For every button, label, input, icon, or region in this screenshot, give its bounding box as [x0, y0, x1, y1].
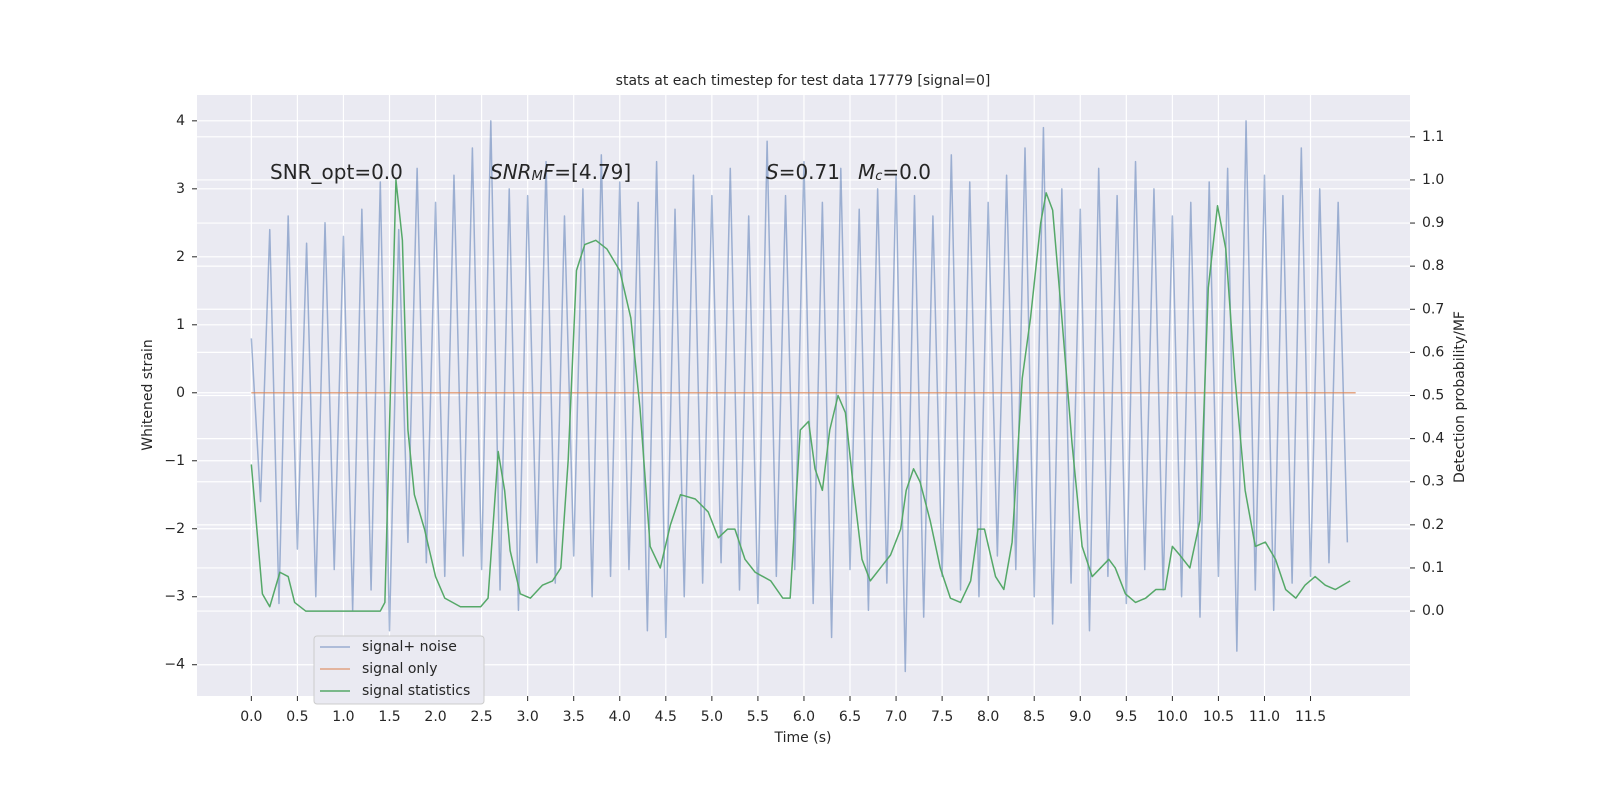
- annotation-part: M: [858, 160, 875, 184]
- x-tick-label: 1.5: [378, 709, 400, 725]
- y2-tick-label: 1.0: [1422, 172, 1444, 188]
- annotation-part: c: [875, 169, 882, 184]
- chart-title: stats at each timestep for test data 177…: [616, 73, 991, 89]
- annotation: SNRMF=[4.79]: [490, 160, 631, 185]
- x-tick-label: 8.5: [1023, 709, 1045, 725]
- x-tick-label: 2.0: [424, 709, 446, 725]
- series-line: [250, 120, 1349, 673]
- x-tick-label: 6.0: [793, 709, 815, 725]
- x-tick-label: 3.0: [517, 709, 539, 725]
- x-axis-label: Time (s): [774, 730, 832, 746]
- legend-box: [313, 635, 485, 705]
- annotation-part: =0.71: [779, 160, 840, 184]
- y2-tick-label: 0.1: [1422, 560, 1444, 576]
- x-tick-label: 9.5: [1115, 709, 1137, 725]
- x-tick-label: 10.5: [1203, 709, 1234, 725]
- series-line: [250, 179, 1351, 612]
- x-tick-label: 6.5: [839, 709, 861, 725]
- y-tick-label: 4: [176, 113, 185, 129]
- annotation-part: SNR: [490, 160, 532, 184]
- x-tick-label: 11.5: [1295, 709, 1326, 725]
- legend-label: signal only: [362, 661, 437, 677]
- x-tick-label: 7.0: [885, 709, 907, 725]
- y2-tick-label: 0.4: [1422, 431, 1444, 447]
- y-tick-label: −1: [164, 453, 185, 469]
- x-tick-label: 7.5: [931, 709, 953, 725]
- x-tick-label: 3.5: [563, 709, 585, 725]
- y-tick-label: 0: [176, 385, 185, 401]
- annotation: Mc=0.0: [858, 160, 931, 185]
- annotation-part: S: [766, 160, 779, 184]
- x-tick-label: 11.0: [1249, 709, 1280, 725]
- y-tick-label: −4: [164, 657, 185, 673]
- y-tick-label: 3: [176, 181, 185, 197]
- y2-tick-label: 0.8: [1422, 258, 1444, 274]
- x-tick-label: 0.0: [240, 709, 262, 725]
- annotation: SNR_opt=0.0: [270, 160, 403, 184]
- y-tick-label: −2: [164, 521, 185, 537]
- annotation-part: =[4.79]: [554, 160, 631, 184]
- y2-tick-label: 0.0: [1422, 603, 1444, 619]
- x-tick-label: 9.0: [1069, 709, 1091, 725]
- y2-tick-label: 0.5: [1422, 388, 1444, 404]
- y-tick-label: −3: [164, 589, 185, 605]
- x-tick-label: 5.5: [747, 709, 769, 725]
- x-tick-label: 2.5: [470, 709, 492, 725]
- y-tick-label: 1: [176, 317, 185, 333]
- y-tick-label: 2: [176, 249, 185, 265]
- annotation-part: SNR_opt=0.0: [270, 160, 403, 184]
- y2-tick-label: 0.7: [1422, 301, 1444, 317]
- y2-tick-label: 1.1: [1422, 129, 1444, 145]
- y2-tick-label: 0.2: [1422, 517, 1444, 533]
- x-tick-label: 4.5: [655, 709, 677, 725]
- y2-tick-label: 0.9: [1422, 215, 1444, 231]
- annotation-part: F: [543, 160, 555, 184]
- y2-tick-label: 0.3: [1422, 474, 1444, 490]
- y-axis-label: Whitened strain: [140, 339, 156, 450]
- y2-axis-label: Detection probability/MF: [1452, 311, 1468, 483]
- x-tick-label: 8.0: [977, 709, 999, 725]
- x-tick-label: 1.0: [332, 709, 354, 725]
- legend-label: signal statistics: [362, 683, 470, 699]
- annotation-part: M: [532, 169, 543, 184]
- x-tick-label: 5.0: [701, 709, 723, 725]
- annotation: S=0.71: [766, 160, 840, 184]
- x-tick-label: 4.0: [609, 709, 631, 725]
- x-tick-label: 0.5: [286, 709, 308, 725]
- annotation-part: =0.0: [882, 160, 931, 184]
- y2-tick-label: 0.6: [1422, 344, 1444, 360]
- x-tick-label: 10.0: [1157, 709, 1188, 725]
- legend-label: signal+ noise: [362, 639, 457, 655]
